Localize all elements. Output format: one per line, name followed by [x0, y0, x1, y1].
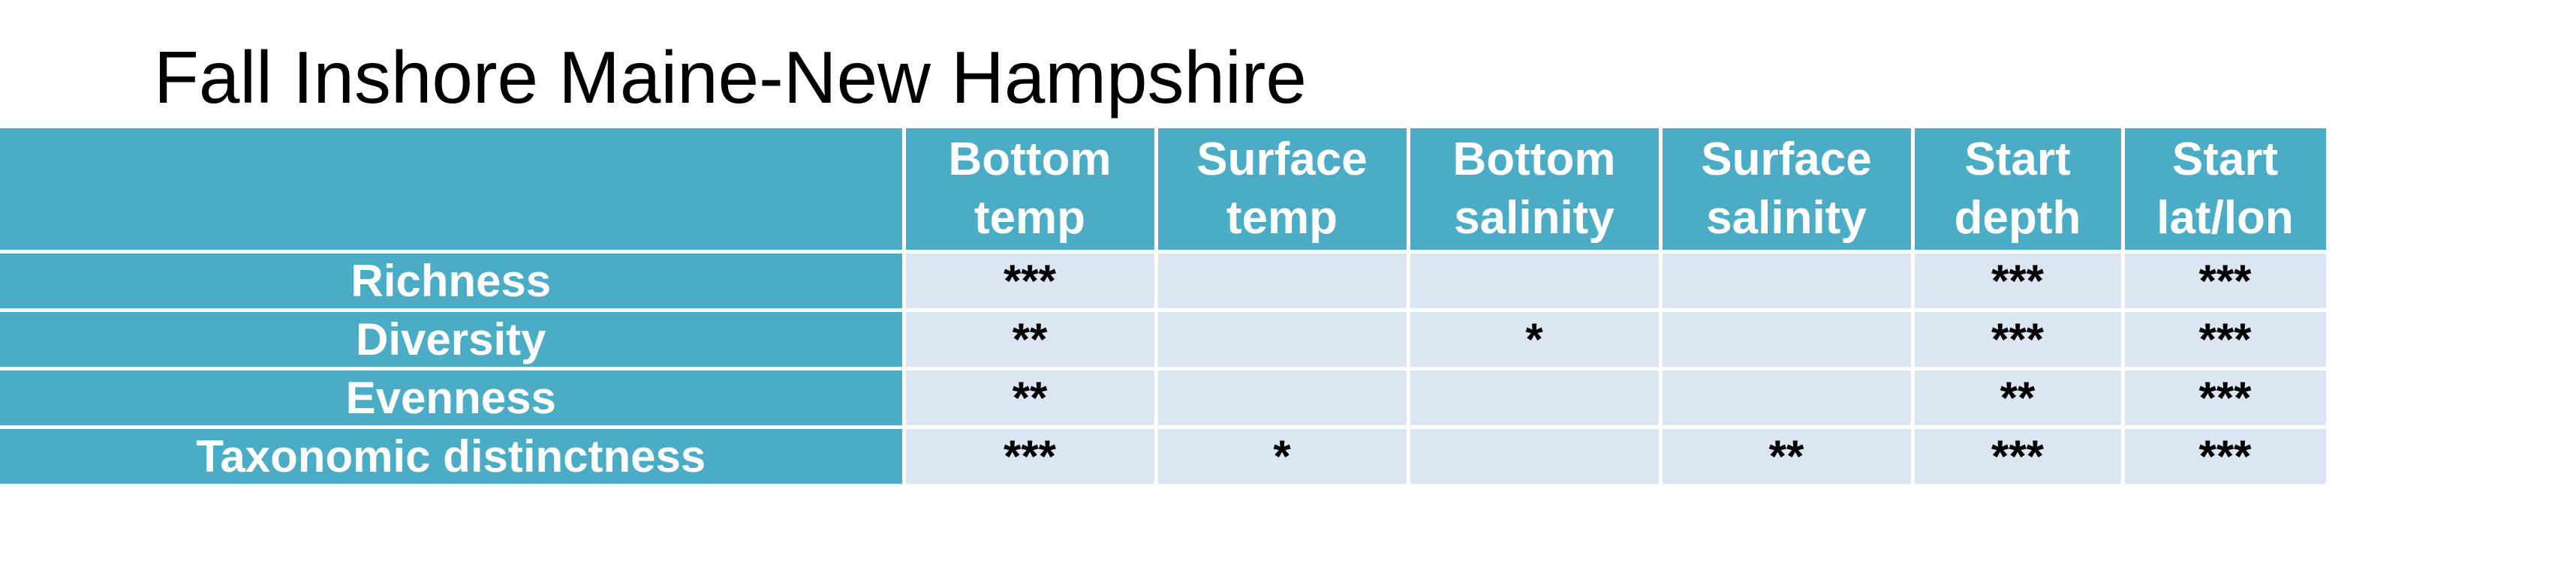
- header-line: temp: [974, 192, 1086, 244]
- table-cell: *: [1406, 308, 1663, 370]
- header-surface-salinity: Surface salinity: [1658, 124, 1915, 254]
- table-cell: ***: [1910, 425, 2125, 488]
- header-line: Bottom: [948, 134, 1112, 185]
- table-cell: ***: [1910, 250, 2125, 312]
- header-line: salinity: [1706, 192, 1867, 244]
- table-row-taxonomic-distinctness: Taxonomic distinctness *** * ** *** ***: [0, 425, 2330, 488]
- header-line: salinity: [1454, 192, 1615, 244]
- table-cell: ***: [2120, 367, 2330, 429]
- table-cell: **: [901, 308, 1158, 370]
- table-cell: **: [1910, 367, 2125, 429]
- header-bottom-salinity: Bottom salinity: [1406, 124, 1663, 254]
- table-cell: ***: [1910, 308, 2125, 370]
- header-bottom-temp: Bottom temp: [901, 124, 1158, 254]
- table-cell: **: [1658, 425, 1915, 488]
- table-cell: **: [901, 367, 1158, 429]
- table-cell: ***: [901, 425, 1158, 488]
- header-blank-cell: [0, 124, 906, 254]
- table-cell: ***: [2120, 425, 2330, 488]
- table-cell: [1154, 367, 1410, 429]
- table-row-richness: Richness *** *** ***: [0, 250, 2330, 312]
- table-cell: ***: [2120, 250, 2330, 312]
- header-line: lat/lon: [2156, 192, 2294, 244]
- table-cell: [1658, 367, 1915, 429]
- table-cell: [1406, 425, 1663, 488]
- header-start-lat-lon: Start lat/lon: [2120, 124, 2330, 254]
- row-label: Taxonomic distinctness: [0, 425, 906, 488]
- header-line: Start: [1964, 134, 2071, 185]
- table-cell: [1406, 367, 1663, 429]
- header-line: temp: [1226, 192, 1338, 244]
- table-row-evenness: Evenness ** ** ***: [0, 367, 2330, 429]
- row-label: Diversity: [0, 308, 906, 370]
- header-line: Bottom: [1452, 134, 1616, 185]
- header-line: Surface: [1701, 134, 1872, 185]
- row-label: Richness: [0, 250, 906, 312]
- table-cell: *: [1154, 425, 1410, 488]
- table-cell: [1658, 308, 1915, 370]
- header-line: Start: [2171, 134, 2279, 185]
- table-cell: [1154, 250, 1410, 312]
- table-cell: [1406, 250, 1663, 312]
- header-surface-temp: Surface temp: [1154, 124, 1410, 254]
- header-line: Surface: [1196, 134, 1368, 185]
- row-label: Evenness: [0, 367, 906, 429]
- table-row-diversity: Diversity ** * *** ***: [0, 308, 2330, 370]
- table-cell: [1154, 308, 1410, 370]
- significance-table: Bottom temp Surface temp Bottom salinity…: [0, 124, 2330, 488]
- table-header-row: Bottom temp Surface temp Bottom salinity…: [0, 124, 2330, 254]
- table-cell: ***: [901, 250, 1158, 312]
- header-line: depth: [1954, 192, 2081, 244]
- table-cell: ***: [2120, 308, 2330, 370]
- table-cell: [1658, 250, 1915, 312]
- header-start-depth: Start depth: [1910, 124, 2125, 254]
- slide-title: Fall Inshore Maine-New Hampshire: [154, 36, 1307, 118]
